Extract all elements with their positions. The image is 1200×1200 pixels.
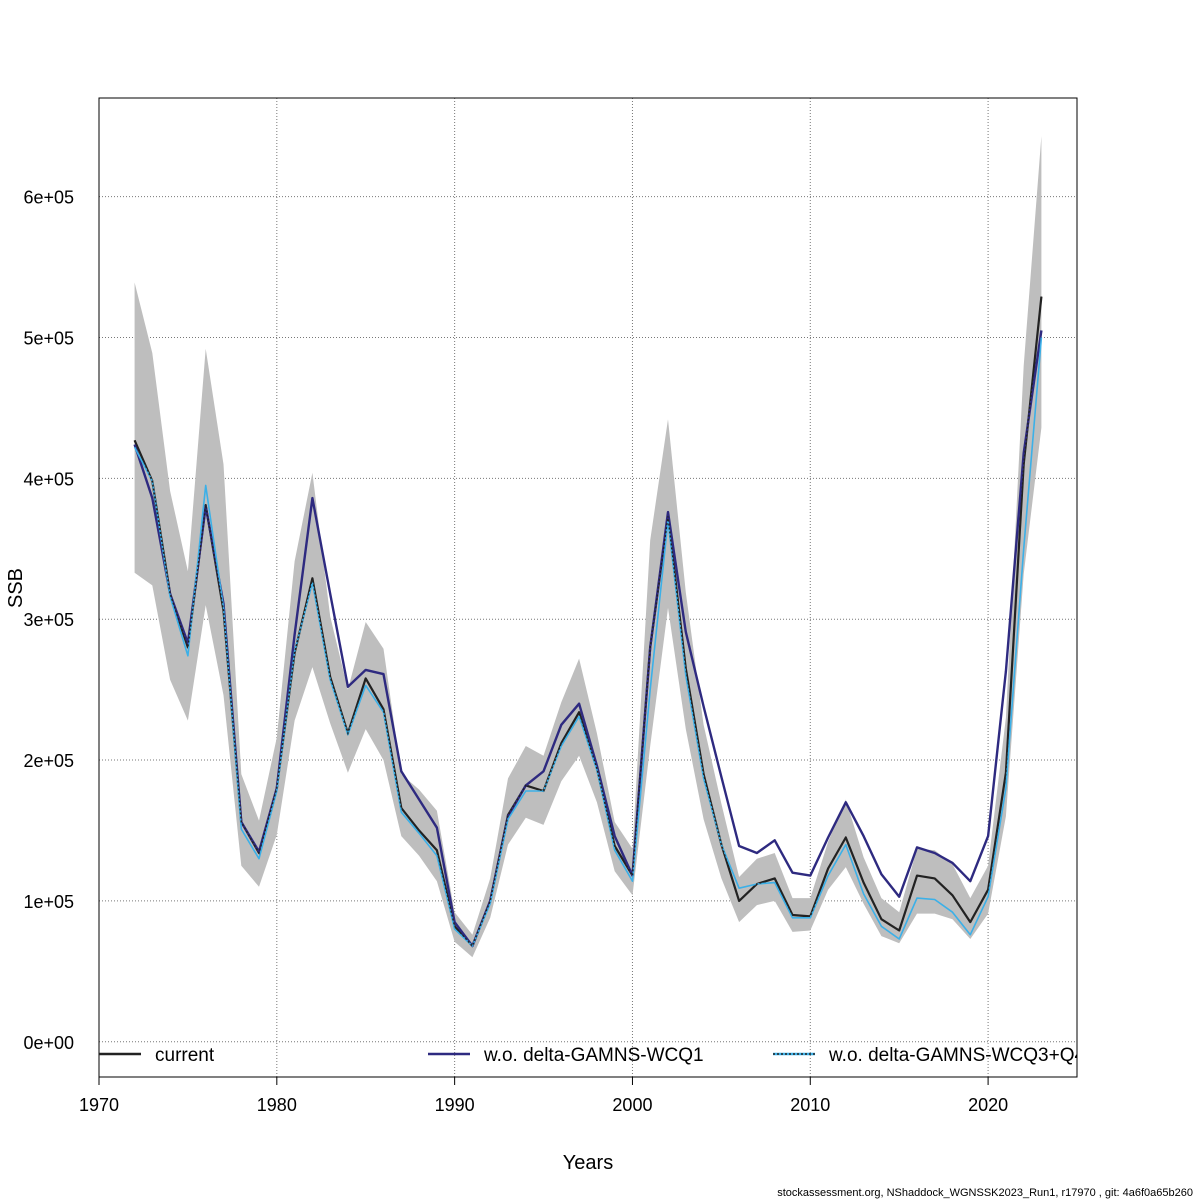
series-line-wo-wcq3q4: [133, 337, 1043, 947]
plot-frame: [98, 97, 1078, 1078]
legend-entries: current w.o. delta-GAMNS-WCQ1 w.o. delta-G…: [99, 1045, 1085, 1066]
y-tick-label-100000: 1e+05: [23, 892, 74, 912]
grid-lines: [99, 98, 1077, 1077]
legend-label-2: w.o. delta-GAMNS-WCQ3+Q4: [828, 1045, 1085, 1066]
confidence-band-area: [134, 136, 1042, 958]
series-line-wo-wcq1: [133, 330, 1043, 948]
y-tick-label-0: 0e+00: [23, 1033, 74, 1053]
x-tick-label-1980: 1980: [257, 1095, 297, 1115]
x-tick-label-1990: 1990: [435, 1095, 475, 1115]
x-tick-label-2000: 2000: [612, 1095, 652, 1115]
y-tick-label-500000: 5e+05: [23, 328, 74, 348]
y-tick-label-200000: 2e+05: [23, 751, 74, 771]
y-tick-label-400000: 4e+05: [23, 469, 74, 489]
axes: 1970 1980 1990 2000 2010 2020 0e+00 1e+05 2e+05 3…: [23, 97, 1078, 1115]
y-tick-label-600000: 6e+05: [23, 188, 74, 208]
x-tick-label-2010: 2010: [790, 1095, 830, 1115]
legend-label-0: current: [155, 1045, 215, 1066]
legend: current w.o. delta-GAMNS-WCQ1 w.o. delta-G…: [99, 1045, 1085, 1066]
x-tick-label-1970: 1970: [79, 1095, 119, 1115]
y-tick-label-300000: 3e+05: [23, 610, 74, 630]
x-tick-label-2020: 2020: [968, 1095, 1008, 1115]
series-lines: [133, 296, 1043, 948]
y-axis-title: SSB: [5, 568, 27, 608]
confidence-band: [134, 136, 1042, 958]
series-line-current-dotted: [133, 296, 1043, 948]
legend-label-1: w.o. delta-GAMNS-WCQ1: [483, 1045, 704, 1066]
footer-credit: stockassessment.org, NShaddock_WGNSSK202…: [777, 1187, 1193, 1199]
x-axis-title: Years: [563, 1152, 613, 1174]
